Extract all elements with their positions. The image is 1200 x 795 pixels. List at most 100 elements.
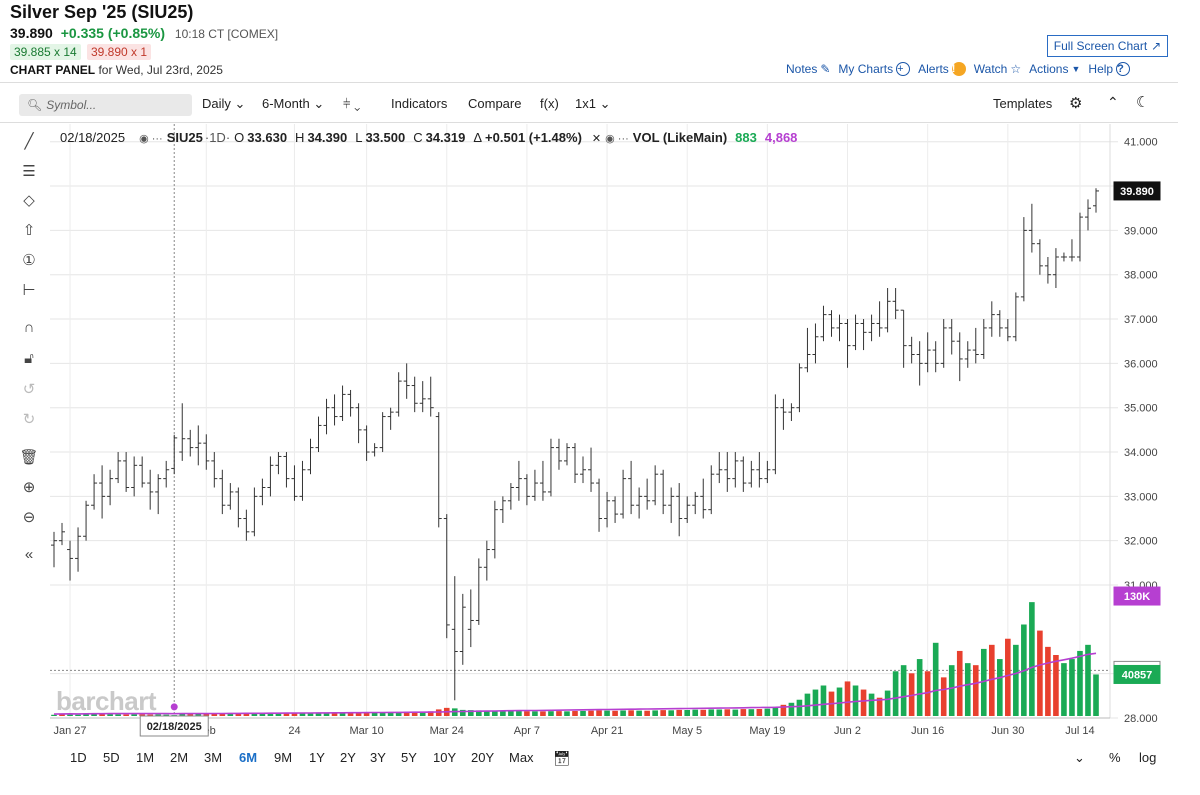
range-button-20y[interactable]: 20Y bbox=[471, 750, 495, 765]
price-tick-label: 34.000 bbox=[1124, 447, 1158, 459]
ohlc-bar bbox=[844, 319, 851, 368]
eye-icon[interactable]: ◉ ··· bbox=[139, 133, 163, 145]
ohlc-bar bbox=[876, 301, 883, 337]
crosshair-date-text: 02/18/2025 bbox=[147, 721, 202, 733]
collapse-left-icon[interactable]: « bbox=[24, 546, 34, 563]
fib-tool-icon[interactable]: ☰ bbox=[22, 163, 36, 180]
moon-icon[interactable]: ☾ bbox=[1136, 94, 1150, 111]
date-tick-label: Mar 24 bbox=[430, 725, 464, 737]
ohlc-bar bbox=[1093, 188, 1099, 213]
ohlc-bar bbox=[91, 474, 98, 510]
range-button-max[interactable]: Max bbox=[509, 750, 534, 765]
unlock-icon[interactable]: 🔓︎ bbox=[24, 350, 34, 367]
volume-bar bbox=[596, 710, 602, 716]
magnet-icon[interactable]: ∩ bbox=[23, 319, 35, 336]
indicators-button[interactable]: Indicators bbox=[391, 96, 448, 111]
range-button-10y[interactable]: 10Y bbox=[433, 750, 457, 765]
volume-bar bbox=[227, 713, 234, 716]
range-button-5d[interactable]: 5D bbox=[103, 750, 120, 765]
ohlc-bar bbox=[612, 496, 619, 523]
volume-bar bbox=[251, 713, 258, 716]
range-button-9m[interactable]: 9M bbox=[274, 750, 293, 765]
legend-low: 33.500 bbox=[365, 130, 406, 145]
measure-tool-icon[interactable]: ⊢ bbox=[22, 282, 36, 299]
ohlc-bar bbox=[307, 438, 314, 475]
range-button-6m[interactable]: 6M bbox=[239, 750, 258, 765]
volume-bar bbox=[788, 702, 795, 716]
line-tool-icon[interactable]: ╱ bbox=[24, 133, 34, 150]
volume-average-line bbox=[53, 652, 1097, 715]
volume-bar bbox=[524, 711, 530, 716]
ohlc-bar bbox=[219, 469, 226, 515]
legend-close: 34.319 bbox=[425, 130, 466, 145]
volume-bar bbox=[964, 663, 971, 716]
redo-icon[interactable]: ↻ bbox=[22, 411, 36, 428]
range-button-3m[interactable]: 3M bbox=[204, 750, 223, 765]
range-button-2y[interactable]: 2Y bbox=[340, 750, 356, 765]
ohlc-bar bbox=[1004, 319, 1011, 342]
volume-bar bbox=[476, 710, 482, 716]
full-screen-chart-button[interactable]: Full Screen Chart ↗ bbox=[1047, 35, 1168, 57]
help-link[interactable]: Help? bbox=[1088, 62, 1131, 76]
volume-bar bbox=[660, 710, 666, 716]
volume-bar bbox=[500, 710, 506, 716]
ohlc-bar bbox=[692, 491, 699, 515]
shape-tool-icon[interactable]: ◇ bbox=[23, 192, 35, 209]
volume-bars bbox=[51, 602, 1099, 717]
zoom-out-icon[interactable]: ⊖ bbox=[22, 509, 36, 526]
log-toggle[interactable]: log bbox=[1139, 750, 1157, 765]
my-charts-link[interactable]: My Charts + bbox=[838, 62, 911, 76]
last-price-tag-bg bbox=[1113, 181, 1161, 201]
watch-link[interactable]: Watch ☆ bbox=[974, 62, 1021, 76]
volume-bar bbox=[395, 711, 402, 716]
chevron-down-icon: ⌄ bbox=[234, 96, 246, 111]
eye-icon[interactable]: ◉ ··· bbox=[605, 133, 629, 145]
volume-average-tag-text: 130K bbox=[1124, 591, 1150, 603]
range-button-1d[interactable]: 1D bbox=[70, 750, 87, 765]
arrow-tool-icon[interactable]: ⇧ bbox=[22, 222, 36, 239]
interval-select[interactable]: Daily ⌄ bbox=[202, 96, 245, 112]
actions-menu[interactable]: Actions ▼ bbox=[1029, 62, 1080, 76]
close-icon[interactable]: ✕ bbox=[591, 133, 602, 145]
volume-bar bbox=[484, 710, 490, 716]
ohlc-bar bbox=[604, 491, 611, 528]
legend-interval: ·1D· bbox=[204, 130, 231, 145]
volume-bar bbox=[1061, 663, 1067, 716]
notes-link[interactable]: Notes ✎ bbox=[786, 62, 830, 76]
zoom-in-icon[interactable]: ⊕ bbox=[22, 479, 36, 496]
panel-label: CHART PANEL bbox=[10, 63, 96, 77]
volume-bar bbox=[203, 714, 210, 716]
alerts-link[interactable]: Alerts! bbox=[918, 62, 966, 76]
chart-type-select[interactable]: ⫩ ⌄ bbox=[343, 96, 360, 112]
percent-toggle[interactable]: % bbox=[1109, 750, 1121, 765]
counter-tool-icon[interactable]: ① bbox=[22, 252, 36, 269]
ohlc-bar bbox=[572, 443, 578, 484]
volume-bar bbox=[708, 709, 715, 716]
symbol-search-input[interactable]: 🔍︎ Symbol... bbox=[19, 94, 192, 116]
volume-bar bbox=[243, 713, 250, 716]
chevron-double-down-icon[interactable]: ⌄ bbox=[1074, 750, 1085, 765]
period-select[interactable]: 6-Month ⌄ bbox=[262, 96, 324, 112]
price-chart[interactable]: 41.00040.00039.00038.00037.00036.00035.0… bbox=[50, 124, 1178, 744]
ask-badge: 39.890 x 1 bbox=[87, 44, 152, 60]
layout-select[interactable]: 1x1 ⌄ bbox=[575, 96, 611, 112]
range-button-3y[interactable]: 3Y bbox=[370, 750, 386, 765]
volume-average-tag: 130K bbox=[1113, 586, 1161, 606]
templates-button[interactable]: Templates bbox=[993, 96, 1053, 111]
collapse-up-icon[interactable]: ⌃ bbox=[1107, 94, 1119, 110]
fx-button[interactable]: f(x) bbox=[540, 96, 559, 111]
undo-icon[interactable]: ↺ bbox=[22, 381, 36, 398]
range-button-2m[interactable]: 2M bbox=[170, 750, 189, 765]
range-button-5y[interactable]: 5Y bbox=[401, 750, 417, 765]
volume-bar bbox=[780, 704, 787, 716]
gear-icon[interactable]: ⚙ bbox=[1069, 95, 1083, 112]
volume-bar bbox=[67, 714, 73, 716]
range-button-1y[interactable]: 1Y bbox=[309, 750, 325, 765]
range-button-1m[interactable]: 1M bbox=[136, 750, 155, 765]
ohlc-bar bbox=[115, 452, 122, 484]
compare-button[interactable]: Compare bbox=[468, 96, 522, 111]
trash-icon[interactable]: 🗑︎ bbox=[19, 449, 39, 466]
ohlc-bar bbox=[491, 500, 498, 559]
calendar-icon[interactable]: 📅︎ bbox=[553, 750, 571, 766]
volume-bar bbox=[628, 710, 634, 716]
